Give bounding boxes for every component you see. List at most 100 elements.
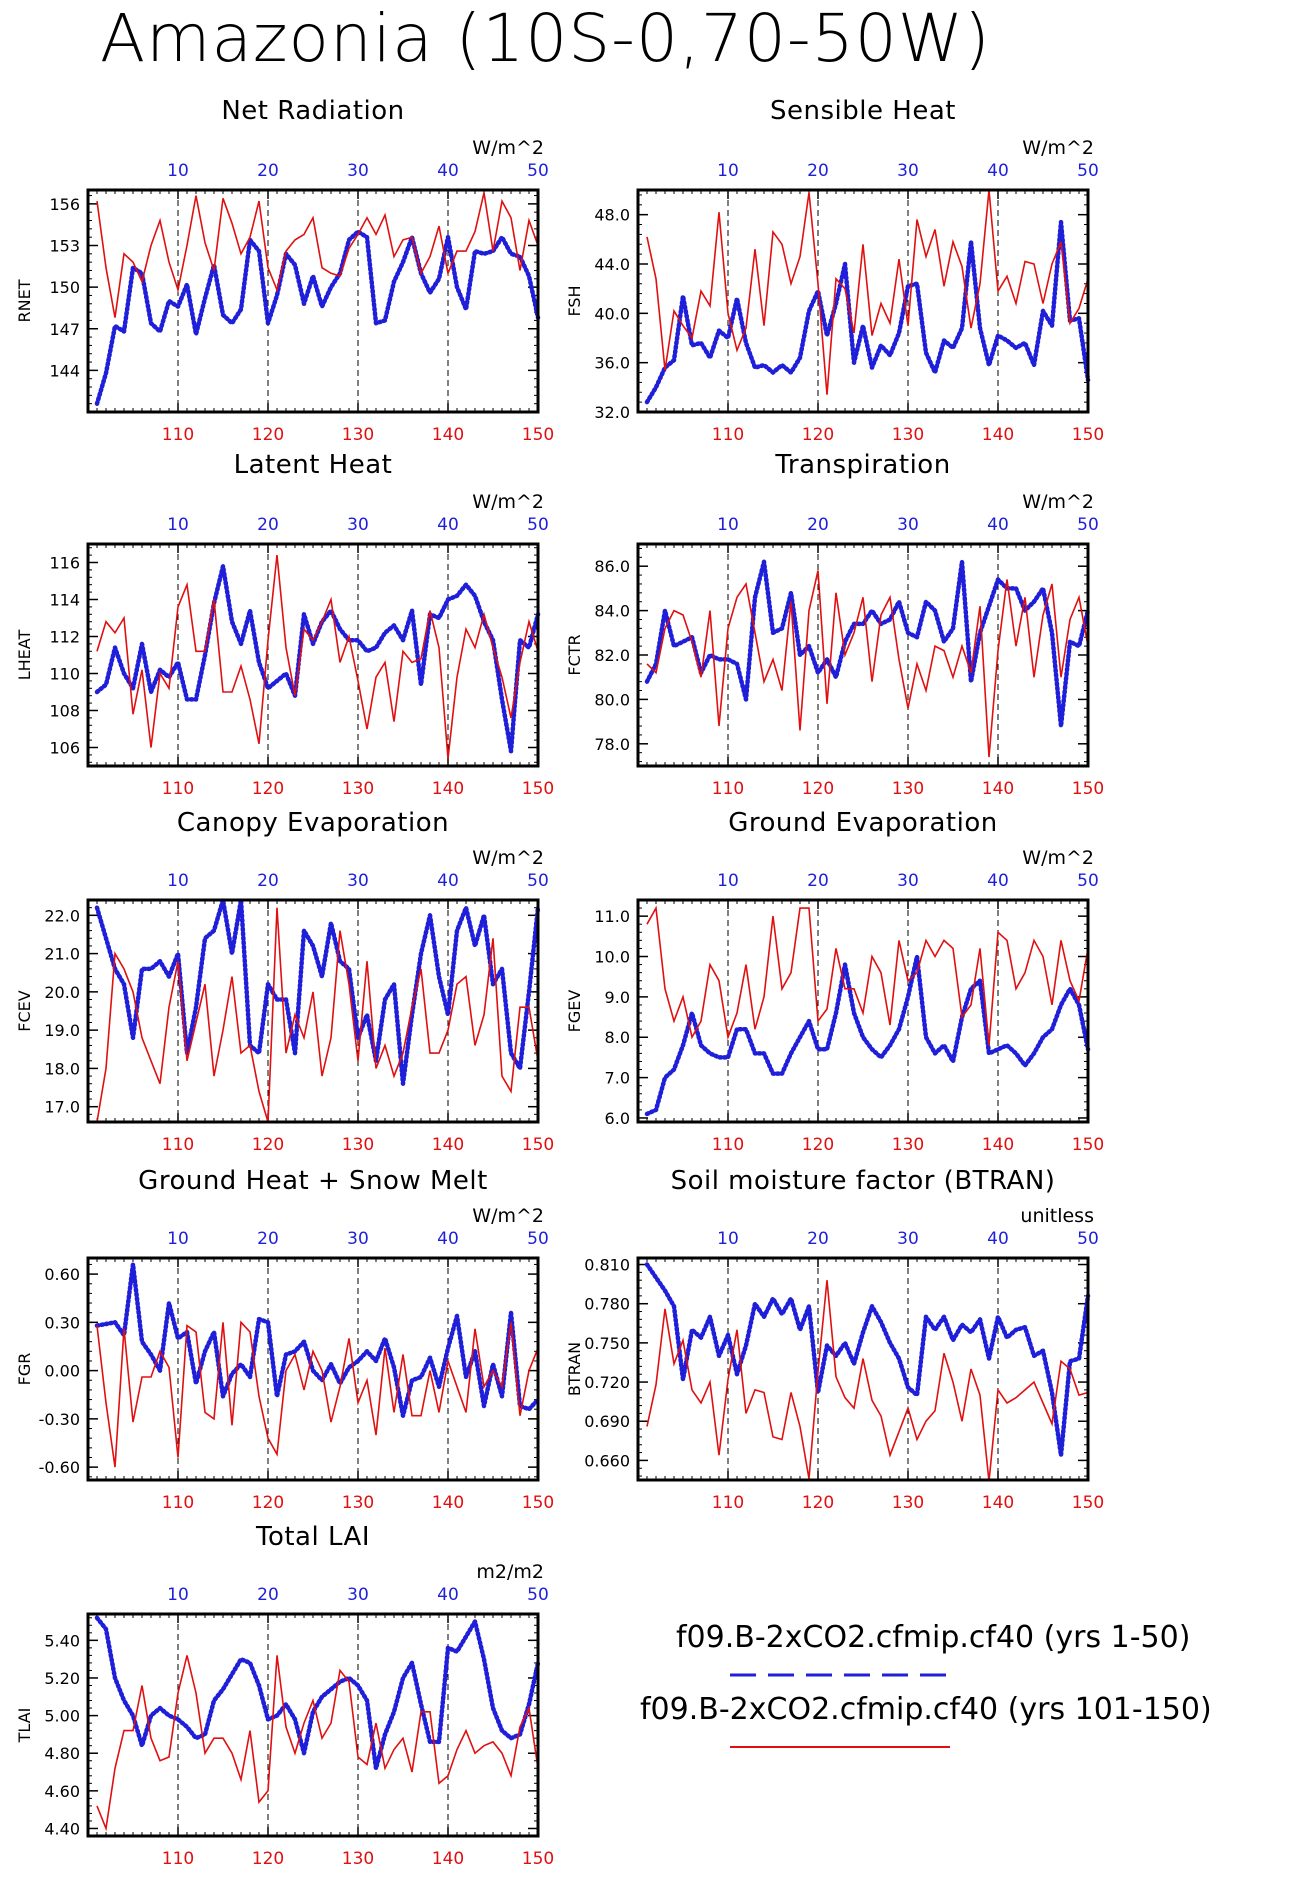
chart-title-fsh: Sensible Heat (770, 96, 956, 126)
top-tick-label: 20 (257, 871, 279, 891)
y-tick-label: 8.0 (605, 1028, 630, 1047)
top-tick-label: 30 (897, 871, 919, 891)
bottom-tick-label: 140 (432, 1493, 464, 1513)
y-tick-label: 40.0 (594, 304, 630, 323)
y-tick-label: 0.750 (584, 1334, 630, 1353)
bottom-tick-label: 140 (982, 1135, 1014, 1155)
y-tick-label: 0.690 (584, 1412, 630, 1431)
y-tick-label: 86.0 (594, 557, 630, 576)
bottom-tick-label: 130 (892, 779, 924, 799)
bottom-tick-label: 130 (342, 1493, 374, 1513)
bottom-tick-label: 120 (252, 1493, 284, 1513)
plot-frame (636, 1256, 1090, 1482)
y-tick-label: 5.00 (44, 1707, 80, 1726)
bottom-tick-label: 150 (522, 1135, 554, 1155)
units-label: m2/m2 (476, 1561, 544, 1583)
series-line-yrs-101-150 (96, 1655, 539, 1832)
y-tick-label: 156 (49, 195, 80, 214)
bottom-tick-label: 140 (432, 1849, 464, 1869)
y-tick-label: 114 (49, 591, 80, 610)
top-tick-label: 20 (257, 161, 279, 181)
y-tick-label: 22.0 (44, 906, 80, 925)
top-tick-label: 10 (167, 161, 189, 181)
y-tick-label: 20.0 (44, 983, 80, 1002)
top-tick-label: 30 (897, 1229, 919, 1249)
series-line-yrs-101-150 (646, 189, 1089, 395)
y-tick-label: 11.0 (594, 907, 630, 926)
chart-fcev: 17.0 18.0 19.0 20.0 21.0 22.0 FCEV 10 20 30 40 50 11… (15, 847, 554, 1155)
top-tick-label: 50 (527, 161, 549, 181)
chart-title-fctr: Transpiration (775, 450, 951, 480)
legend-line-series1 (730, 1673, 950, 1677)
series-line-yrs-1-50 (644, 219, 1091, 405)
y-tick-label: 0.660 (584, 1451, 630, 1470)
series-line-yrs-1-50 (644, 559, 1091, 729)
top-tick-label: 10 (167, 1585, 189, 1605)
units-label: W/m^2 (1022, 137, 1094, 159)
chart-title-btran: Soil moisture factor (BTRAN) (670, 1166, 1056, 1196)
y-tick-label: 9.0 (605, 988, 630, 1007)
y-tick-label: 112 (49, 628, 80, 647)
y-tick-label: 4.80 (44, 1744, 80, 1763)
y-tick-label: 6.0 (605, 1109, 630, 1128)
bottom-tick-label: 150 (1072, 1135, 1104, 1155)
bottom-tick-label: 130 (892, 1135, 924, 1155)
bottom-tick-label: 150 (522, 1849, 554, 1869)
chart-title-rnet: Net Radiation (221, 96, 405, 126)
chart-fgr: -0.60 -0.30 0.00 0.30 0.60 FGR 10 20 30 40 50 110 12… (15, 1205, 554, 1513)
top-tick-label: 50 (1077, 1229, 1099, 1249)
top-tick-label: 50 (527, 1229, 549, 1249)
top-tick-label: 10 (717, 515, 739, 535)
top-tick-label: 50 (527, 515, 549, 535)
series-line-yrs-101-150 (646, 905, 1089, 1046)
top-tick-label: 50 (527, 1585, 549, 1605)
bottom-tick-label: 150 (522, 425, 554, 445)
page-title: Amazonia (10S-0,70-50W) (100, 0, 991, 77)
y-tick-label: 106 (49, 739, 80, 758)
top-tick-label: 50 (1077, 161, 1099, 181)
bottom-tick-label: 110 (162, 425, 194, 445)
y-tick-label: 144 (49, 361, 80, 380)
top-tick-label: 40 (437, 871, 459, 891)
bottom-tick-label: 140 (982, 779, 1014, 799)
chart-rnet: 144 147 150 153 156 RNET 10 20 30 40 50 110 120 130 14… (15, 137, 554, 445)
bottom-tick-label: 120 (802, 425, 834, 445)
chart-title-fcev: Canopy Evaporation (176, 808, 450, 838)
bottom-tick-label: 130 (342, 425, 374, 445)
y-tick-label: 32.0 (594, 403, 630, 422)
plot-frame (86, 1612, 540, 1838)
y-tick-label: 78.0 (594, 735, 630, 754)
y-tick-label: 4.60 (44, 1782, 80, 1801)
top-tick-label: 40 (437, 1585, 459, 1605)
y-tick-label: 0.720 (584, 1373, 630, 1392)
top-tick-label: 10 (717, 1229, 739, 1249)
plot-frame (86, 188, 540, 414)
series-line-yrs-101-150 (96, 555, 539, 759)
plot-frame (86, 1256, 540, 1482)
top-tick-label: 20 (807, 1229, 829, 1249)
top-tick-label: 30 (897, 515, 919, 535)
chart-fgev: 6.0 7.0 8.0 9.0 10.0 11.0 FGEV 10 20 30 40 50 110 120… (565, 847, 1104, 1155)
top-tick-label: 20 (807, 515, 829, 535)
top-tick-label: 30 (347, 1585, 369, 1605)
y-tick-label: 19.0 (44, 1021, 80, 1040)
top-tick-label: 40 (987, 515, 1009, 535)
y-axis-label: FCTR (565, 634, 584, 675)
units-label: W/m^2 (1022, 847, 1094, 869)
series-line-yrs-1-50 (94, 563, 541, 754)
series-line-yrs-1-50 (644, 954, 1091, 1117)
y-tick-label: 4.40 (44, 1819, 80, 1838)
top-tick-label: 20 (257, 515, 279, 535)
top-tick-label: 10 (167, 1229, 189, 1249)
legend-label-series1: f09.B-2xCO2.cfmip.cf40 (yrs 1-50) (676, 1620, 1191, 1655)
bottom-tick-label: 150 (1072, 1493, 1104, 1513)
top-tick-label: 50 (1077, 515, 1099, 535)
bottom-tick-label: 120 (252, 1135, 284, 1155)
y-tick-label: -0.60 (39, 1458, 80, 1477)
bottom-tick-label: 130 (892, 1493, 924, 1513)
top-tick-label: 50 (527, 871, 549, 891)
series-line-yrs-1-50 (94, 1615, 541, 1771)
bottom-tick-label: 120 (252, 425, 284, 445)
y-tick-label: 17.0 (44, 1098, 80, 1117)
top-tick-label: 40 (987, 161, 1009, 181)
